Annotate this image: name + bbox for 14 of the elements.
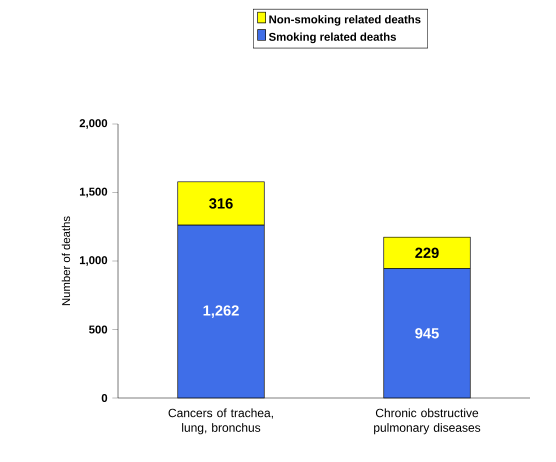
y-tick-label: 2,000 <box>80 119 108 129</box>
y-tick-label: 1,500 <box>80 188 108 198</box>
data-label: 945 <box>415 328 439 338</box>
y-tick-label: 1,000 <box>80 256 108 266</box>
data-label: 229 <box>415 248 439 258</box>
data-label: 316 <box>209 198 233 209</box>
y-axis-title: Number of deaths <box>62 216 70 306</box>
x-tick-label: Cancers of trachea, lung, bronchus <box>168 408 273 434</box>
y-tick-label: 0 <box>102 394 108 402</box>
x-tick-label: Chronic obstructive pulmonary diseases <box>374 408 480 434</box>
y-tick-label: 500 <box>89 326 108 334</box>
legend-label: Smoking related deaths <box>268 32 396 44</box>
legend-label: Non-smoking related deaths <box>269 15 421 26</box>
data-label: 1,262 <box>204 305 239 318</box>
